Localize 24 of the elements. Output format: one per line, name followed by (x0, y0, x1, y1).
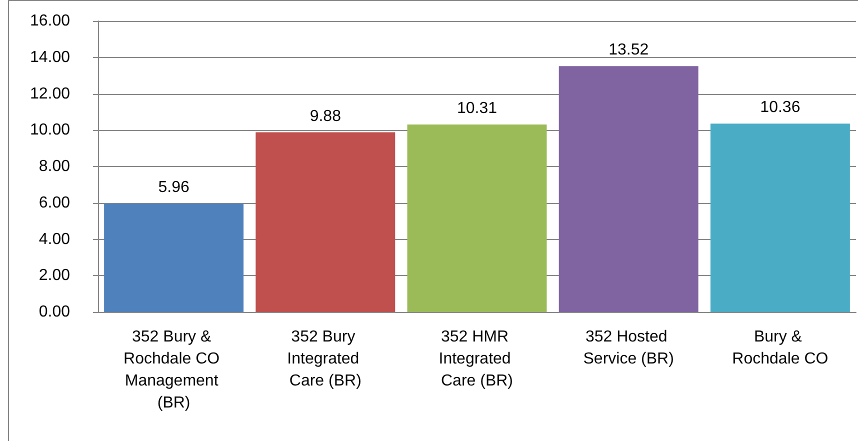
data-label: 13.52 (608, 42, 649, 59)
bar (558, 66, 698, 312)
data-label: 10.31 (456, 100, 498, 117)
x-tick-label: 352 Bury & Rochdale CO Management (BR) (124, 328, 224, 412)
bar (104, 204, 244, 312)
x-tick-label: 352 Hosted Service (BR) (583, 328, 674, 368)
y-tick-label: 8.00 (38, 158, 70, 175)
y-tick-label: 12.00 (30, 85, 70, 102)
y-tick-label: 6.00 (38, 194, 70, 212)
data-label: 10.36 (760, 99, 800, 116)
x-tick-label: 352 Bury Integrated Care (BR) (287, 328, 364, 390)
x-tick-label: 352 HMR Integrated Care (BR) (438, 328, 516, 390)
data-label: 9.88 (310, 108, 342, 125)
x-tick-label: Bury & Rochdale CO (732, 328, 828, 368)
y-tick-label: 4.00 (38, 230, 70, 248)
bar (256, 132, 396, 312)
bar (407, 124, 547, 312)
y-tick-label: 2.00 (38, 267, 70, 284)
bar (710, 124, 850, 312)
y-tick-label: 16.00 (30, 12, 70, 30)
data-label: 5.96 (158, 179, 190, 196)
y-tick-label: 14.00 (30, 48, 70, 66)
y-tick-label: 0.00 (38, 304, 70, 320)
y-tick-label: 10.00 (30, 122, 70, 139)
